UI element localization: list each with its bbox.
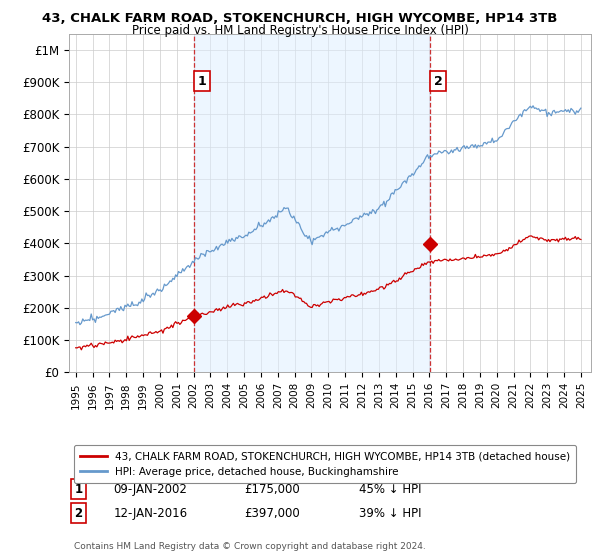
Text: 39% ↓ HPI: 39% ↓ HPI bbox=[359, 506, 421, 520]
Text: 09-JAN-2002: 09-JAN-2002 bbox=[113, 483, 187, 496]
Text: 1: 1 bbox=[198, 74, 206, 87]
Text: 45% ↓ HPI: 45% ↓ HPI bbox=[359, 483, 421, 496]
Text: 12-JAN-2016: 12-JAN-2016 bbox=[113, 506, 187, 520]
Text: 1: 1 bbox=[74, 483, 82, 496]
Text: 43, CHALK FARM ROAD, STOKENCHURCH, HIGH WYCOMBE, HP14 3TB: 43, CHALK FARM ROAD, STOKENCHURCH, HIGH … bbox=[43, 12, 557, 25]
Text: 2: 2 bbox=[74, 506, 82, 520]
Bar bbox=[194, 34, 430, 372]
Legend: 43, CHALK FARM ROAD, STOKENCHURCH, HIGH WYCOMBE, HP14 3TB (detached house), HPI:: 43, CHALK FARM ROAD, STOKENCHURCH, HIGH … bbox=[74, 445, 576, 483]
Text: Price paid vs. HM Land Registry's House Price Index (HPI): Price paid vs. HM Land Registry's House … bbox=[131, 24, 469, 37]
Text: £397,000: £397,000 bbox=[244, 506, 299, 520]
Text: 2: 2 bbox=[434, 74, 442, 87]
Text: Contains HM Land Registry data © Crown copyright and database right 2024.: Contains HM Land Registry data © Crown c… bbox=[74, 542, 426, 551]
Text: £175,000: £175,000 bbox=[244, 483, 299, 496]
